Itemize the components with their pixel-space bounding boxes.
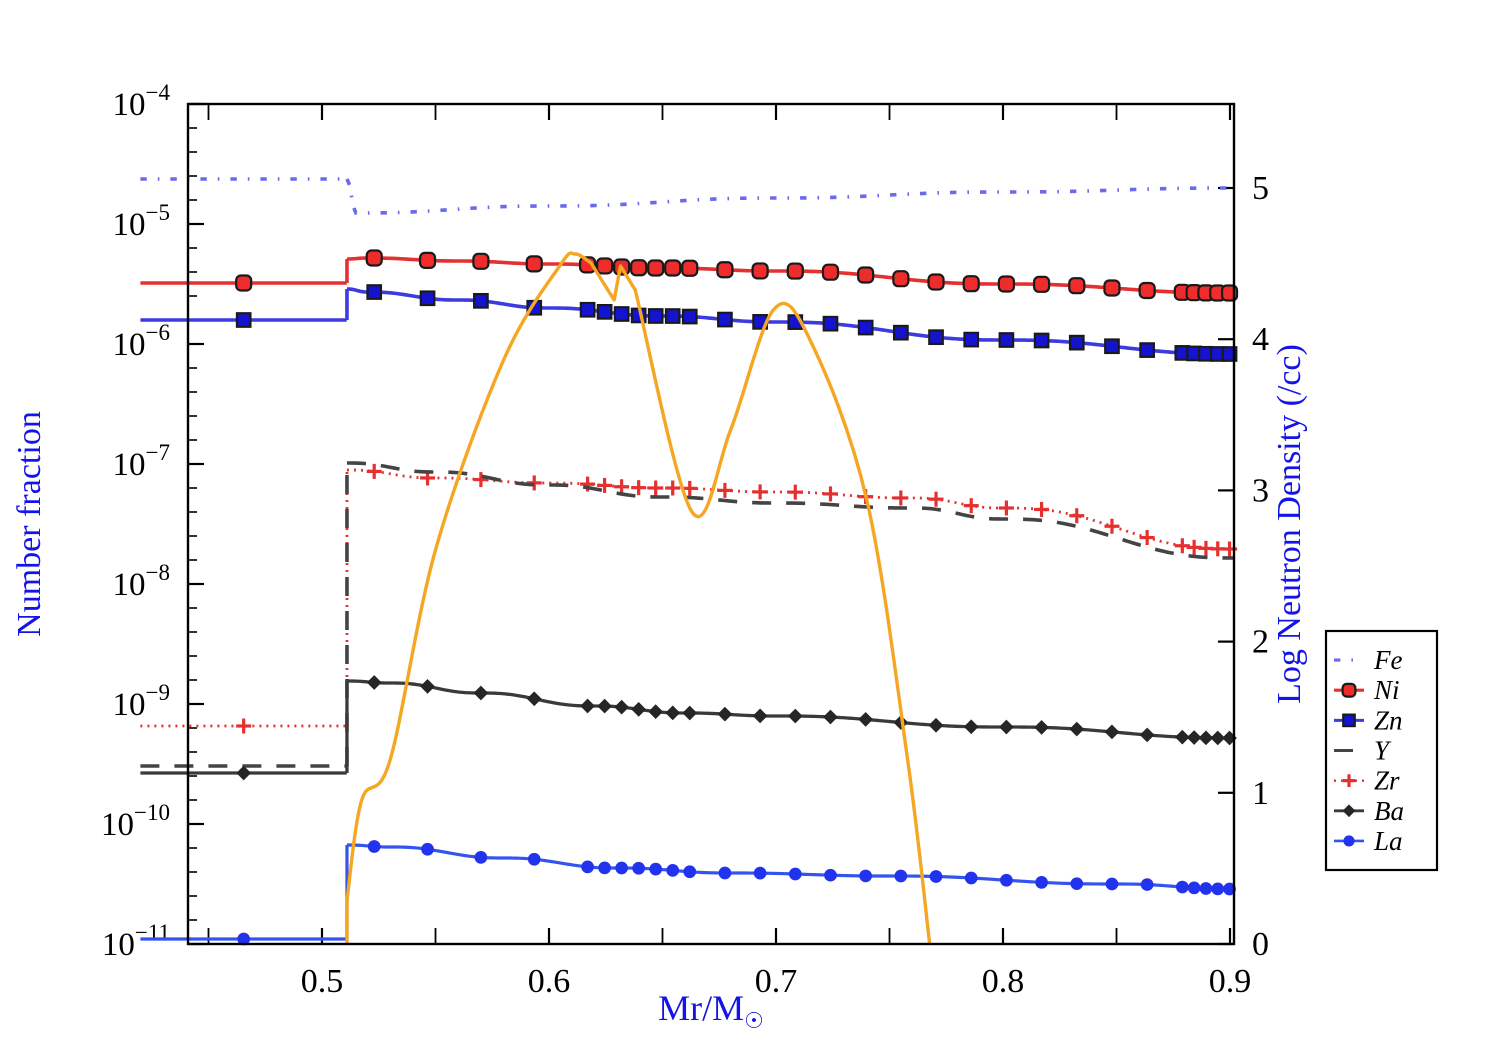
svg-text:Ba: Ba bbox=[1374, 796, 1404, 826]
svg-text:1: 1 bbox=[1252, 775, 1269, 812]
svg-text:2: 2 bbox=[1252, 624, 1269, 661]
svg-text:4: 4 bbox=[1252, 321, 1269, 358]
svg-text:0.5: 0.5 bbox=[301, 963, 344, 1000]
svg-text:3: 3 bbox=[1252, 472, 1269, 509]
svg-text:La: La bbox=[1373, 826, 1403, 856]
svg-text:5: 5 bbox=[1252, 170, 1269, 207]
svg-text:Log Neutron Density (/cc): Log Neutron Density (/cc) bbox=[1271, 344, 1308, 704]
svg-text:0.6: 0.6 bbox=[528, 963, 571, 1000]
svg-text:Zr: Zr bbox=[1374, 766, 1400, 796]
svg-text:Fe: Fe bbox=[1373, 645, 1402, 675]
svg-text:0.8: 0.8 bbox=[982, 963, 1025, 1000]
svg-text:0: 0 bbox=[1252, 926, 1269, 963]
svg-text:0.7: 0.7 bbox=[755, 963, 798, 1000]
svg-text:Zn: Zn bbox=[1374, 705, 1403, 735]
svg-text:Number fraction: Number fraction bbox=[11, 411, 48, 637]
svg-text:0.9: 0.9 bbox=[1209, 963, 1252, 1000]
svg-text:Ni: Ni bbox=[1373, 675, 1400, 705]
